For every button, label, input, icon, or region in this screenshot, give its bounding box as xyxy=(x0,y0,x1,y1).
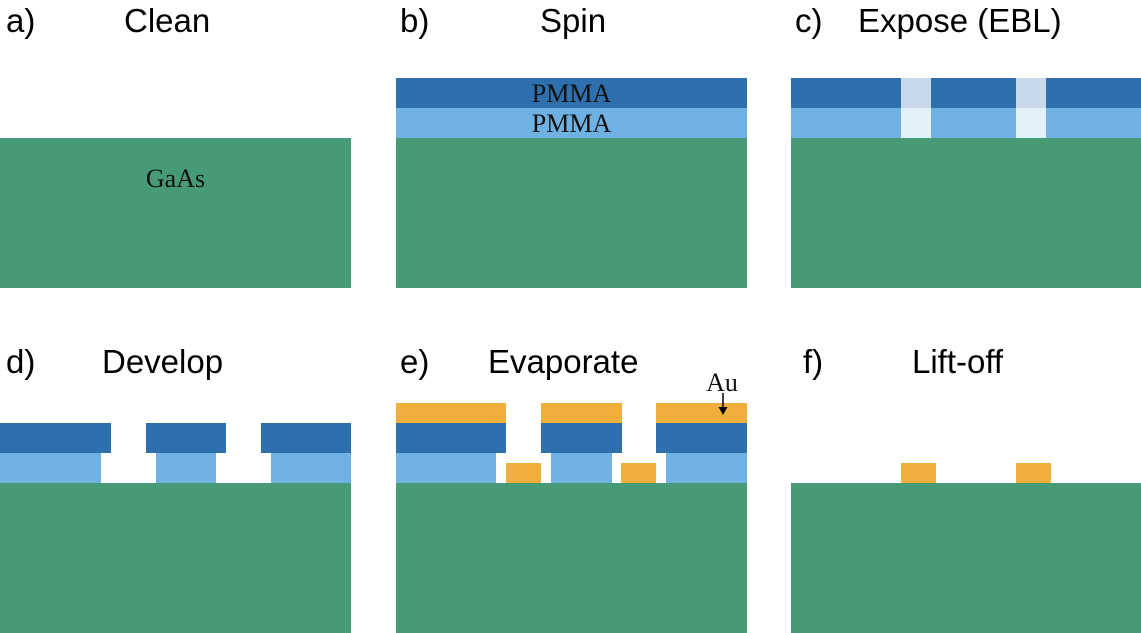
pmma-bottom-layer xyxy=(396,108,747,138)
panel-d-letter: d) xyxy=(6,343,36,380)
exposed-region-top xyxy=(901,78,931,108)
pmma-bottom-segment xyxy=(551,453,612,483)
pmma-bottom-segment xyxy=(396,453,496,483)
au-label: Au xyxy=(706,368,738,397)
pmma-bottom-label: PMMA xyxy=(531,109,612,138)
gaas-substrate xyxy=(0,138,351,288)
pmma-bottom-segment xyxy=(156,453,216,483)
pmma-bottom-segment xyxy=(0,453,101,483)
panel-c-title: Expose (EBL) xyxy=(858,2,1062,39)
pmma-top-segment xyxy=(261,423,351,453)
panel-e-title: Evaporate xyxy=(488,343,639,380)
pmma-bottom-segment xyxy=(666,453,747,483)
pmma-bottom-segment xyxy=(271,453,351,483)
pmma-top-layer xyxy=(791,78,1141,108)
panel-b-title: Spin xyxy=(540,2,607,39)
gaas-substrate xyxy=(791,483,1141,633)
gaas-substrate xyxy=(791,138,1141,288)
gold-contact xyxy=(901,463,936,483)
panel-c-letter: c) xyxy=(795,2,823,39)
pmma-top-segment xyxy=(0,423,111,453)
panel-f-title: Lift-off xyxy=(912,343,1004,380)
panel-e-letter: e) xyxy=(400,343,430,380)
arrow-down-icon xyxy=(718,393,728,415)
gold-film-segment xyxy=(541,403,622,423)
pmma-top-segment xyxy=(656,423,747,453)
panel-d-title: Develop xyxy=(102,343,224,380)
gold-film-segment xyxy=(396,403,506,423)
exposed-region-top xyxy=(1016,78,1046,108)
gold-contact-deposit xyxy=(621,463,656,483)
panel-a-letter: a) xyxy=(6,2,36,39)
gold-contact-deposit xyxy=(506,463,541,483)
gaas-substrate xyxy=(396,483,747,633)
pmma-top-label: PMMA xyxy=(531,79,612,108)
gold-film-segment xyxy=(656,403,747,423)
exposed-region-bottom xyxy=(901,108,931,138)
exposed-region-bottom xyxy=(1016,108,1046,138)
pmma-top-segment xyxy=(396,423,506,453)
pmma-top-segment xyxy=(146,423,226,453)
gaas-substrate xyxy=(0,483,351,633)
pmma-top-layer xyxy=(396,78,747,108)
gaas-substrate xyxy=(396,138,747,288)
pmma-bottom-layer xyxy=(791,108,1141,138)
gold-contact xyxy=(1016,463,1051,483)
panel-f-letter: f) xyxy=(803,343,824,380)
gaas-label: GaAs xyxy=(145,164,206,193)
panel-b-letter: b) xyxy=(400,2,430,39)
panel-a-title: Clean xyxy=(124,2,211,39)
pmma-top-segment xyxy=(541,423,622,453)
